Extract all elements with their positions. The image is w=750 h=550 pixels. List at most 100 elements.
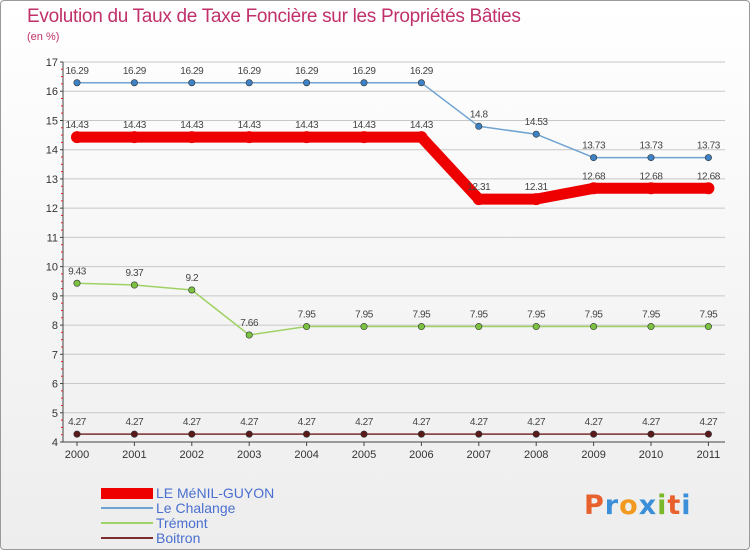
data-label: 16.29 bbox=[295, 66, 319, 77]
data-point bbox=[73, 79, 81, 87]
data-point bbox=[73, 430, 81, 438]
data-label: 16.29 bbox=[65, 66, 89, 77]
data-label: 14.43 bbox=[65, 120, 89, 131]
chart-title: Evolution du Taux de Taxe Foncière sur l… bbox=[27, 6, 521, 27]
y-tick-label: 8 bbox=[52, 320, 58, 332]
data-label: 12.68 bbox=[582, 171, 606, 182]
data-point bbox=[360, 79, 368, 87]
data-label: 4.27 bbox=[699, 417, 718, 428]
data-label: 4.27 bbox=[412, 417, 431, 428]
data-label: 14.43 bbox=[238, 120, 262, 131]
data-point bbox=[128, 131, 141, 144]
data-label: 7.95 bbox=[470, 310, 489, 321]
y-tick-label: 4 bbox=[52, 437, 58, 449]
data-label: 14.43 bbox=[352, 120, 376, 131]
data-label: 13.73 bbox=[697, 141, 721, 152]
data-point bbox=[647, 154, 655, 162]
logo-letter: i bbox=[657, 490, 668, 521]
legend-label: Boitron bbox=[156, 530, 201, 546]
data-label: 4.27 bbox=[68, 417, 87, 428]
x-tick-label: 2000 bbox=[65, 449, 89, 461]
legend-item: LE MéNIL-GUYON bbox=[101, 486, 421, 501]
data-label: 9.37 bbox=[125, 268, 144, 279]
data-label: 7.95 bbox=[527, 310, 546, 321]
data-point bbox=[472, 193, 485, 206]
data-point bbox=[245, 430, 253, 438]
data-label: 7.95 bbox=[642, 310, 661, 321]
data-label: 12.68 bbox=[697, 171, 721, 182]
x-tick-label: 2006 bbox=[409, 449, 433, 461]
data-label: 14.43 bbox=[410, 120, 434, 131]
x-tick-label: 2005 bbox=[352, 449, 376, 461]
data-point bbox=[188, 79, 196, 87]
data-label: 7.66 bbox=[240, 318, 259, 329]
data-label: 4.27 bbox=[527, 417, 546, 428]
y-tick-label: 17 bbox=[46, 57, 58, 69]
data-label: 12.31 bbox=[525, 182, 549, 193]
data-point bbox=[417, 323, 425, 331]
data-point bbox=[532, 130, 540, 138]
data-label: 4.27 bbox=[240, 417, 259, 428]
data-point bbox=[130, 281, 138, 289]
data-label: 4.27 bbox=[470, 417, 489, 428]
data-point bbox=[417, 79, 425, 87]
legend-swatch bbox=[101, 537, 153, 539]
x-tick-label: 2003 bbox=[237, 449, 261, 461]
x-tick-label: 2001 bbox=[122, 449, 146, 461]
chart-subtitle: (en %) bbox=[27, 31, 60, 43]
data-point bbox=[185, 131, 198, 144]
data-point bbox=[303, 79, 311, 87]
data-label: 14.53 bbox=[525, 117, 549, 128]
data-label: 13.73 bbox=[639, 141, 663, 152]
data-label: 4.27 bbox=[183, 417, 202, 428]
x-tick-label: 2002 bbox=[180, 449, 204, 461]
data-label: 14.43 bbox=[180, 120, 204, 131]
data-label: 9.43 bbox=[68, 266, 87, 277]
data-label: 7.95 bbox=[298, 310, 317, 321]
data-point bbox=[587, 182, 600, 195]
legend-item: Trémont bbox=[101, 516, 421, 531]
y-tick-label: 9 bbox=[52, 291, 58, 303]
y-tick-label: 13 bbox=[46, 174, 58, 186]
series-line-le-m-nil-guyon bbox=[71, 131, 714, 205]
data-point bbox=[358, 131, 370, 144]
legend-swatch bbox=[101, 507, 153, 509]
data-label: 4.27 bbox=[642, 417, 661, 428]
y-tick-label: 10 bbox=[46, 262, 58, 274]
x-tick-label: 2004 bbox=[294, 449, 318, 461]
data-point bbox=[704, 430, 712, 438]
data-label: 9.2 bbox=[185, 273, 199, 284]
data-label: 14.43 bbox=[295, 120, 319, 131]
legend-swatch bbox=[101, 488, 153, 499]
proxiti-logo: Proxiti bbox=[584, 490, 692, 521]
y-tick-label: 14 bbox=[46, 145, 58, 157]
data-point bbox=[590, 430, 598, 438]
x-tick-label: 2009 bbox=[581, 449, 605, 461]
x-tick-label: 2007 bbox=[467, 449, 491, 461]
data-label: 7.95 bbox=[699, 310, 718, 321]
data-point bbox=[415, 131, 428, 144]
y-tick-label: 5 bbox=[52, 408, 58, 420]
data-label: 16.29 bbox=[123, 66, 147, 77]
data-label: 4.27 bbox=[298, 417, 317, 428]
data-point bbox=[532, 323, 540, 331]
data-label: 16.29 bbox=[410, 66, 434, 77]
data-point bbox=[73, 279, 81, 287]
legend-label: Le Chalange bbox=[156, 500, 236, 516]
logo-letter: P bbox=[584, 490, 605, 521]
logo-letter: x bbox=[638, 490, 658, 521]
data-point bbox=[300, 131, 313, 144]
data-point bbox=[475, 430, 483, 438]
logo-letter: i bbox=[681, 490, 692, 521]
logo-letter: o bbox=[619, 490, 639, 521]
x-tick-label: 2008 bbox=[524, 449, 548, 461]
data-point bbox=[702, 182, 715, 195]
data-point bbox=[188, 286, 196, 294]
series-line-le-chalange bbox=[76, 82, 710, 159]
data-label: 7.95 bbox=[412, 310, 431, 321]
data-point bbox=[130, 430, 138, 438]
data-label: 16.29 bbox=[352, 66, 376, 77]
data-point bbox=[360, 323, 368, 331]
logo-letter: t bbox=[667, 490, 682, 521]
legend-label: LE MéNIL-GUYON bbox=[156, 485, 275, 501]
